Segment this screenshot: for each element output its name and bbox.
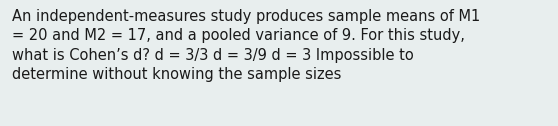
Text: An independent-measures study produces sample means of M1
= 20 and M2 = 17, and : An independent-measures study produces s… <box>12 9 480 83</box>
